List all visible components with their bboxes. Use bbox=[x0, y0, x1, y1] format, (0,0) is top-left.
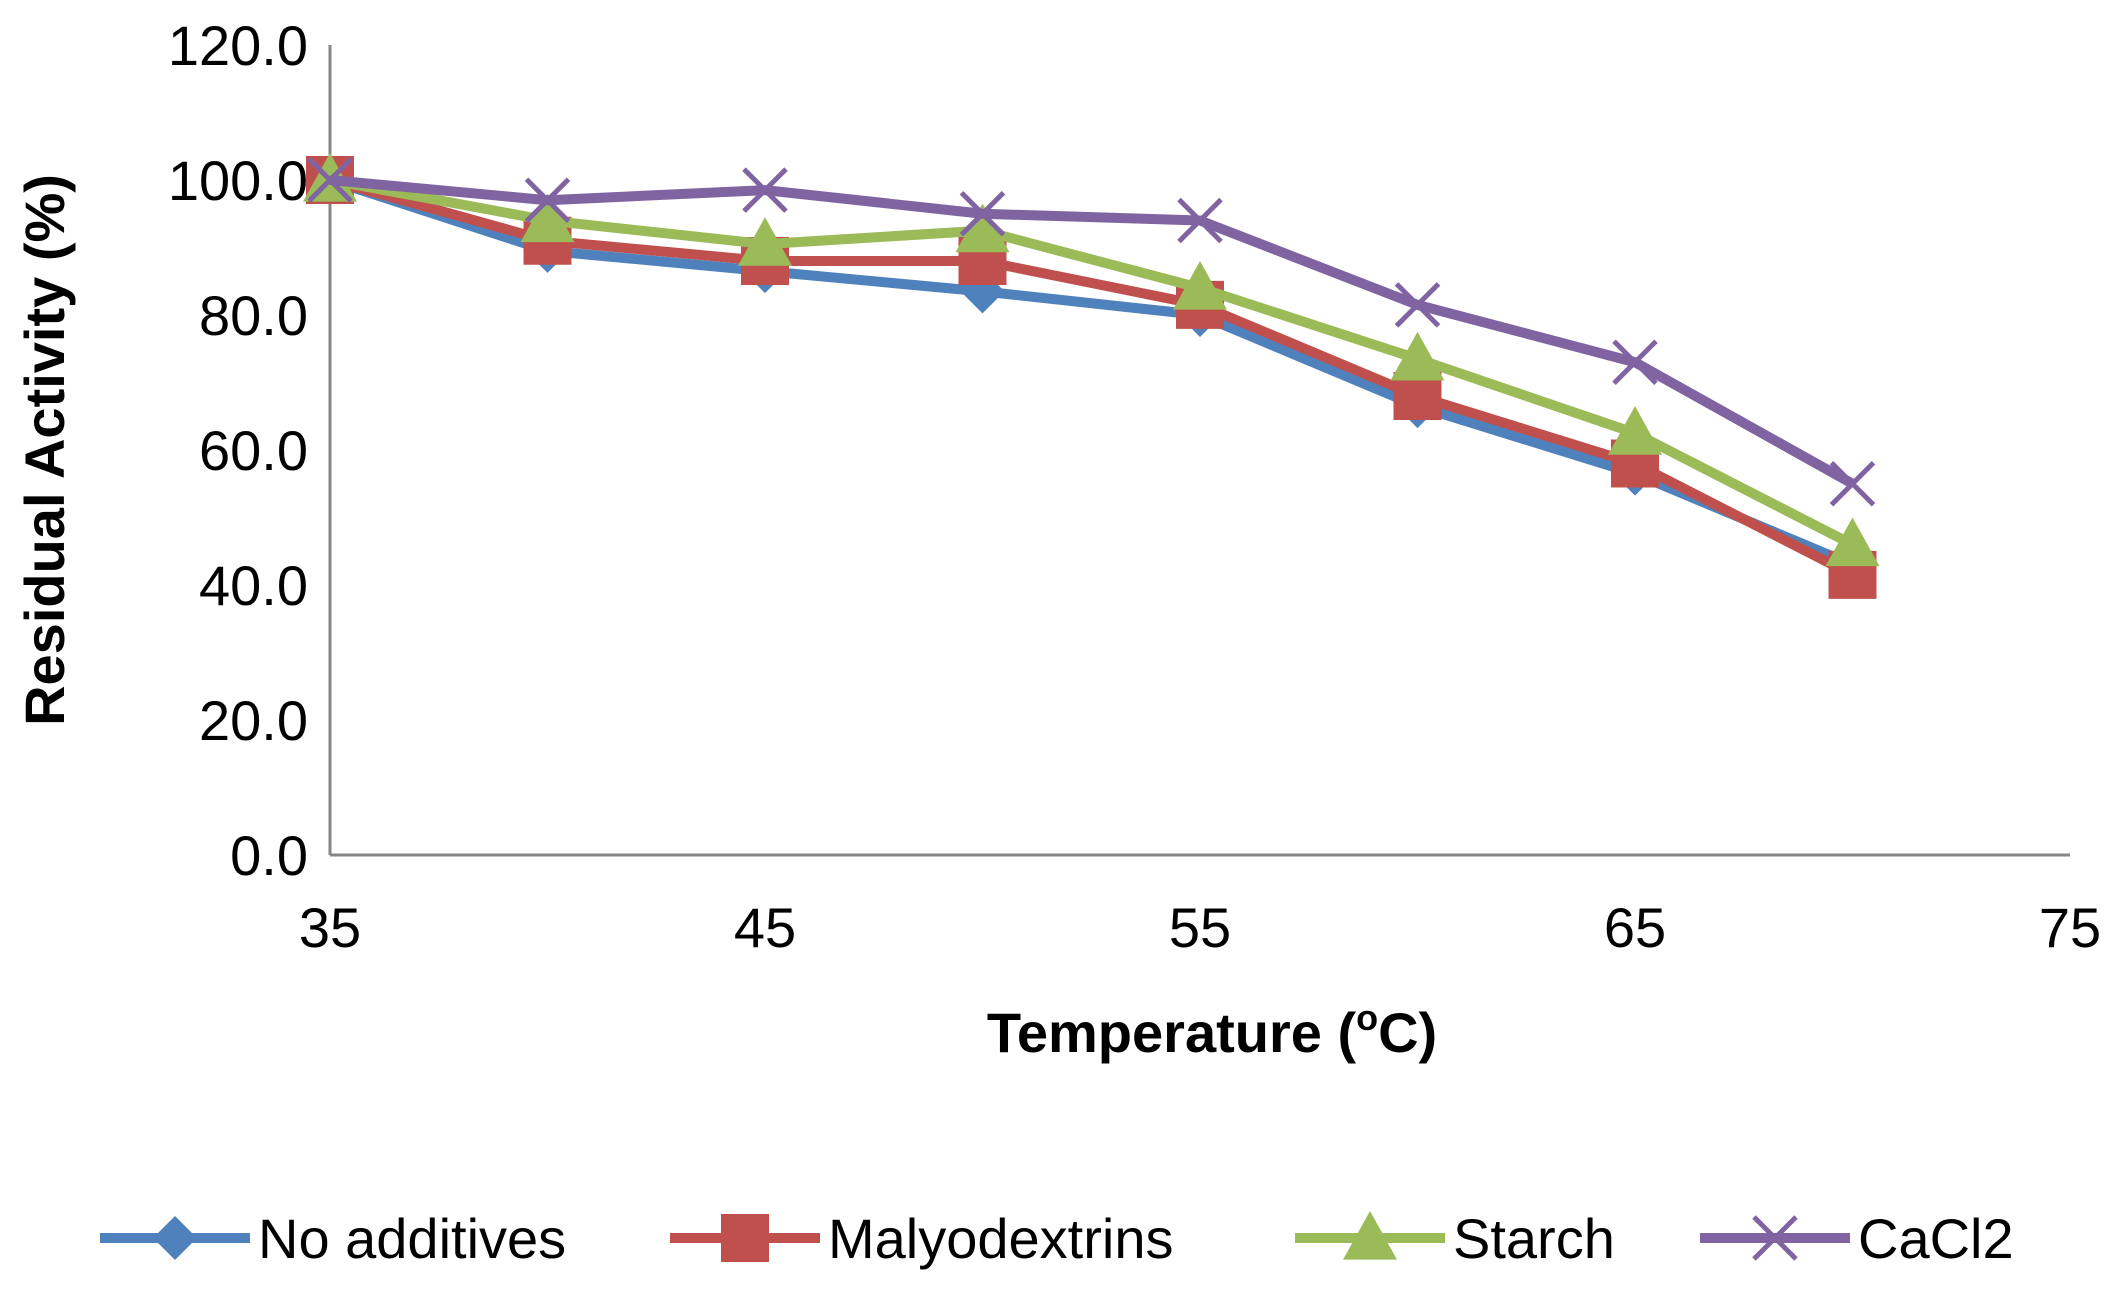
legend-item-starch: Starch bbox=[1295, 1207, 1615, 1270]
point-cacl2-stroke bbox=[524, 177, 571, 224]
legend-marker-cacl2-stroke bbox=[1752, 1215, 1798, 1261]
point-cacl2-stroke bbox=[959, 190, 1006, 237]
point-cacl2-stroke bbox=[307, 157, 353, 203]
point-starch bbox=[738, 217, 792, 266]
legend-item-cacl2: CaCl2 bbox=[1700, 1207, 2014, 1270]
point-cacl2 bbox=[742, 167, 788, 213]
point-cacl2-stroke bbox=[742, 167, 788, 213]
point-cacl2 bbox=[524, 177, 571, 224]
point-cacl2-stroke bbox=[1829, 460, 1876, 507]
series-line-no-additives bbox=[328, 175, 1855, 570]
x-tick-label: 45 bbox=[734, 896, 796, 959]
point-cacl2 bbox=[307, 157, 353, 203]
y-tick-label: 60.0 bbox=[199, 419, 308, 482]
y-tick-label: 40.0 bbox=[199, 554, 308, 617]
legend-label-starch: Starch bbox=[1453, 1207, 1615, 1270]
legend-marker-no-additives bbox=[153, 1216, 197, 1260]
point-starch bbox=[1390, 331, 1445, 381]
legend-label-cacl2: CaCl2 bbox=[1858, 1207, 2014, 1270]
legend-marker-cacl2 bbox=[1752, 1215, 1798, 1261]
series-layer bbox=[303, 153, 1880, 599]
point-cacl2-stroke bbox=[1394, 282, 1441, 328]
point-cacl2 bbox=[1177, 197, 1223, 244]
legend-label-no-additives: No additives bbox=[258, 1207, 566, 1270]
point-cacl2 bbox=[1394, 282, 1441, 328]
legend-marker-malyodextrins bbox=[721, 1214, 769, 1262]
point-cacl2-stroke bbox=[1177, 197, 1223, 244]
y-axis-title: Residual Activity (%) bbox=[13, 174, 76, 726]
y-tick-label: 0.0 bbox=[230, 824, 308, 887]
legend: No additives Malyodextrins Starch CaCl2 bbox=[100, 1207, 2014, 1270]
series-line-malyodextrins bbox=[328, 175, 1855, 580]
y-tick-labels: 0.0 20.0 40.0 60.0 80.0 100.0 120.0 bbox=[168, 14, 308, 887]
y-tick-label: 120.0 bbox=[168, 14, 308, 77]
legend-marker-starch bbox=[1343, 1211, 1397, 1260]
series-starch bbox=[303, 153, 1880, 567]
y-tick-label: 100.0 bbox=[168, 149, 308, 212]
x-axis-title-superscript: o bbox=[1356, 997, 1378, 1038]
series-line-starch bbox=[329, 175, 1855, 549]
series-cacl2 bbox=[307, 157, 1876, 507]
legend-label-malyodextrins: Malyodextrins bbox=[828, 1207, 1173, 1270]
y-tick-label: 80.0 bbox=[199, 284, 308, 347]
legend-item-malyodextrins: Malyodextrins bbox=[670, 1207, 1173, 1270]
point-starch bbox=[1173, 261, 1227, 310]
point-starch bbox=[520, 193, 575, 243]
y-tick-label: 20.0 bbox=[199, 689, 308, 752]
x-tick-labels: 35 45 55 65 75 bbox=[299, 896, 2101, 959]
point-starch bbox=[1825, 517, 1880, 567]
point-cacl2 bbox=[1829, 460, 1876, 507]
series-line-cacl2 bbox=[329, 175, 1855, 489]
legend-item-no-additives: No additives bbox=[100, 1207, 566, 1270]
x-axis-title: Temperature (oC) bbox=[987, 997, 1437, 1064]
x-tick-label: 35 bbox=[299, 896, 361, 959]
x-tick-label: 75 bbox=[2039, 896, 2101, 959]
point-starch bbox=[955, 203, 1010, 253]
point-starch bbox=[1608, 406, 1662, 455]
x-tick-label: 65 bbox=[1604, 896, 1666, 959]
x-tick-label: 55 bbox=[1169, 896, 1231, 959]
point-cacl2-stroke bbox=[1612, 339, 1658, 386]
point-cacl2 bbox=[1612, 339, 1658, 386]
point-cacl2 bbox=[959, 190, 1006, 237]
x-axis-title-suffix: C) bbox=[1378, 1001, 1437, 1064]
